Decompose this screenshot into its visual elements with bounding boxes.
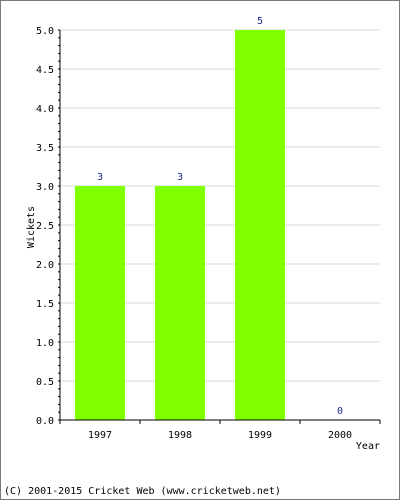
labels: 0.0 0.5 1.0 1.5 2.0 2.5 3.0 3.5 4.0 4.5 5.0 3 1997 3 1… — [36, 16, 352, 441]
bar-1997 — [75, 186, 125, 420]
y-tick-label: 5.0 — [36, 26, 54, 37]
y-tick-label: 1.0 — [36, 338, 54, 349]
y-tick-label: 0.5 — [36, 377, 54, 388]
data-label-2000: 0 — [337, 406, 343, 417]
y-tick-label: 2.0 — [36, 260, 54, 271]
y-tick-label: 3.0 — [36, 182, 54, 193]
y-tick-label: 3.5 — [36, 143, 54, 154]
x-tick-label-2000: 2000 — [328, 430, 352, 441]
y-tick-label: 4.5 — [36, 65, 54, 76]
data-label-1998: 3 — [177, 172, 183, 183]
data-label-1997: 3 — [97, 172, 103, 183]
copyright-footer: (C) 2001-2015 Cricket Web (www.cricketwe… — [4, 486, 281, 497]
bar-1999 — [235, 30, 285, 420]
x-tick-label-1997: 1997 — [88, 430, 112, 441]
bar-1998 — [155, 186, 205, 420]
data-label-1999: 5 — [257, 16, 263, 27]
y-tick-label: 4.0 — [36, 104, 54, 115]
axes — [58, 29, 381, 424]
x-tick-label-1998: 1998 — [168, 430, 192, 441]
y-axis-title: Wickets — [26, 206, 37, 248]
bars — [75, 30, 285, 420]
x-tick-label-1999: 1999 — [248, 430, 272, 441]
y-tick-label: 1.5 — [36, 299, 54, 310]
x-axis-title: Year — [356, 441, 380, 452]
y-tick-label: 0.0 — [36, 416, 54, 427]
y-tick-label: 2.5 — [36, 221, 54, 232]
